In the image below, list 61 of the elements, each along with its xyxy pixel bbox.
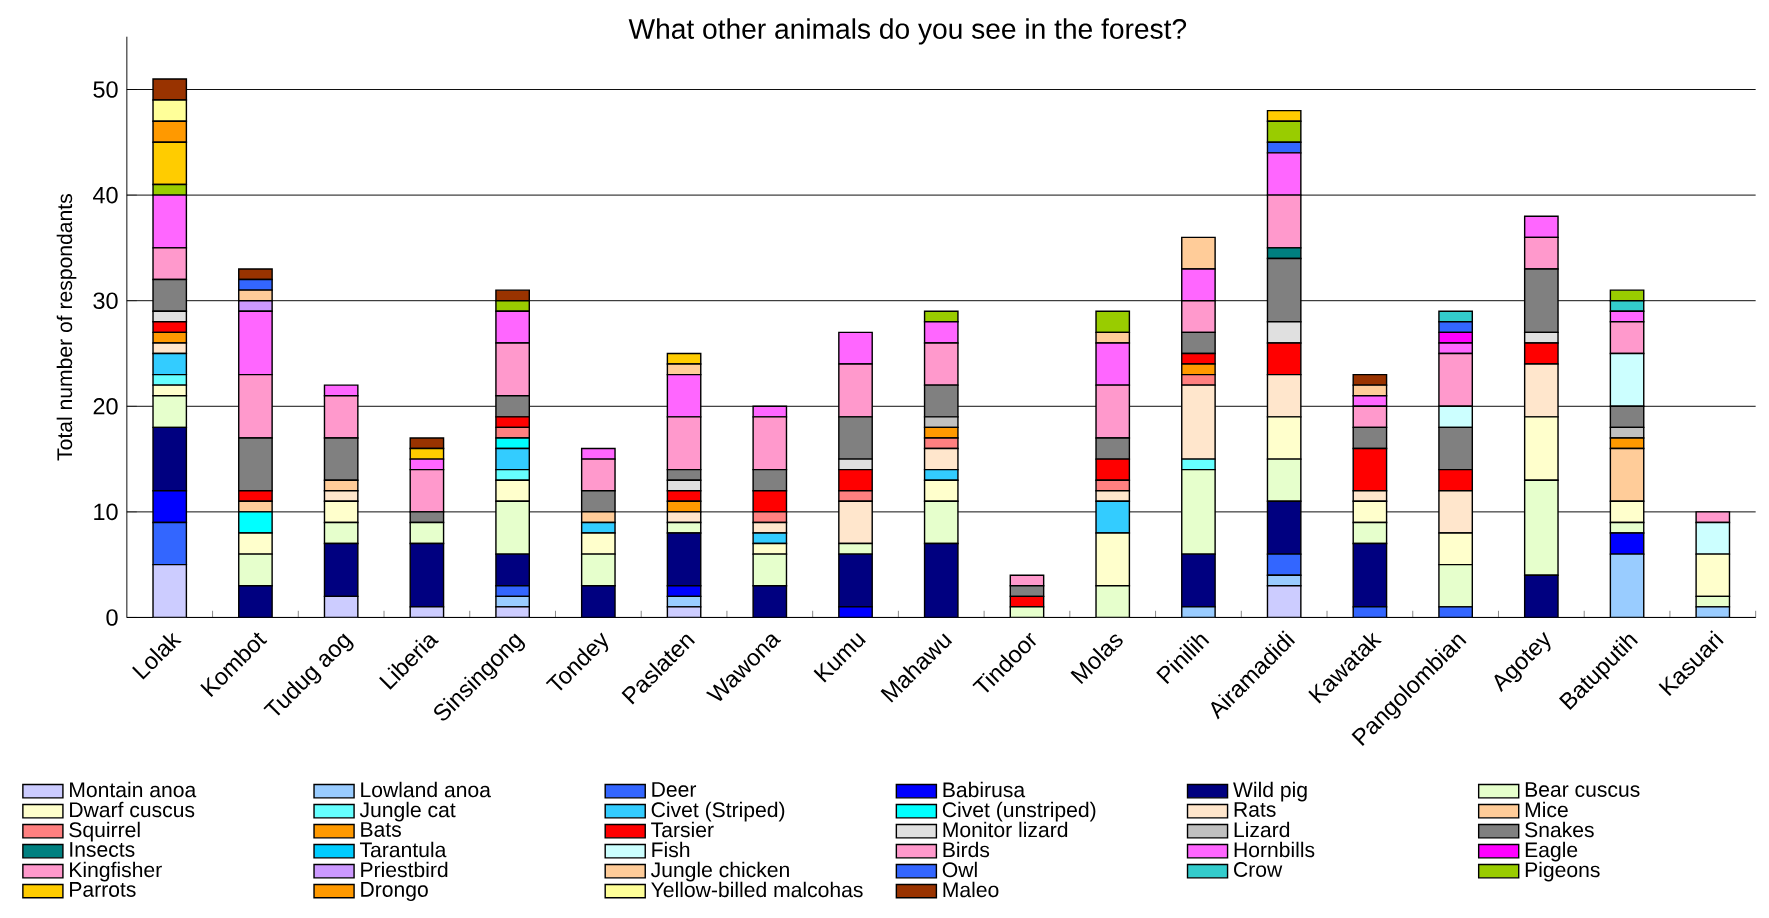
legend-label: Wild pig: [1233, 781, 1307, 802]
bar: [1523, 479, 1559, 576]
bar: [1352, 521, 1388, 545]
y-tick-label: 50: [93, 81, 118, 98]
bar: [1181, 468, 1216, 555]
legend-label: Bats: [361, 822, 401, 837]
legend-label: Tarsier: [651, 821, 714, 838]
bar: [323, 521, 359, 545]
legend-label: Yellow-billed malcohas: [651, 881, 863, 898]
legend-label: Pigeons: [1525, 861, 1600, 882]
legend-label: Maleo: [943, 881, 999, 898]
bar: [923, 500, 959, 545]
bar: [752, 553, 788, 587]
bar: [1095, 585, 1131, 618]
bar: [666, 585, 702, 598]
y-tick-label: 20: [93, 398, 118, 415]
bar: [666, 532, 702, 587]
legend-label: Monitor lizard: [943, 821, 1068, 838]
y-tick-label: 0: [106, 609, 118, 626]
legend-label: Lizard: [1234, 821, 1290, 838]
bar: [1609, 553, 1645, 618]
bar: [1266, 458, 1302, 503]
legend-label: Snakes: [1525, 821, 1594, 838]
legend-label: Dwarf cuscus: [70, 801, 195, 818]
legend-label: Babirusa: [943, 781, 1026, 798]
legend-label: Hornbills: [1234, 841, 1315, 858]
legend-label: Crow: [1234, 862, 1283, 878]
legend-label: Owl: [942, 861, 977, 878]
bar: [152, 395, 188, 429]
legend-label: Tarantula: [359, 841, 447, 858]
legend-label: Jungle chicken: [650, 861, 789, 882]
bar: [238, 553, 273, 587]
legend-label: Priestbird: [361, 861, 448, 878]
legend-label: Mice: [1525, 801, 1568, 818]
legend-label: Squirrel: [69, 821, 140, 842]
legend-label: Fish: [652, 841, 690, 858]
bar: [838, 553, 873, 608]
bar: [1438, 564, 1474, 608]
legend-label: Rats: [1234, 802, 1276, 817]
legend-label: Parrots: [70, 882, 136, 897]
y-axis-title: Total number of respondants: [56, 194, 77, 461]
legend-label: Jungle cat: [359, 801, 456, 822]
bar: [580, 553, 616, 587]
legend-label: Lowland anoa: [361, 781, 491, 798]
bar: [152, 490, 188, 524]
legend-label: Birds: [943, 841, 990, 858]
legend-label: Insects: [70, 842, 135, 857]
legend-label: Bear cuscus: [1525, 782, 1640, 797]
bar: [409, 521, 445, 545]
legend-label: Civet (Striped): [651, 801, 785, 822]
legend-label: Civet (unstriped): [942, 801, 1096, 822]
y-tick-label: 40: [93, 186, 118, 204]
legend-label: Deer: [652, 782, 697, 797]
legend-label: Montain anoa: [70, 781, 197, 798]
legend-label: Kingfisher: [70, 861, 162, 882]
bar: [495, 500, 531, 555]
legend-label: Drongo: [361, 882, 428, 902]
legend-label: Eagle: [1525, 841, 1578, 862]
y-tick-label: 30: [93, 292, 118, 310]
chart-title: What other animals do you see in the forest?: [628, 18, 1187, 45]
y-tick-label: 10: [94, 503, 118, 521]
